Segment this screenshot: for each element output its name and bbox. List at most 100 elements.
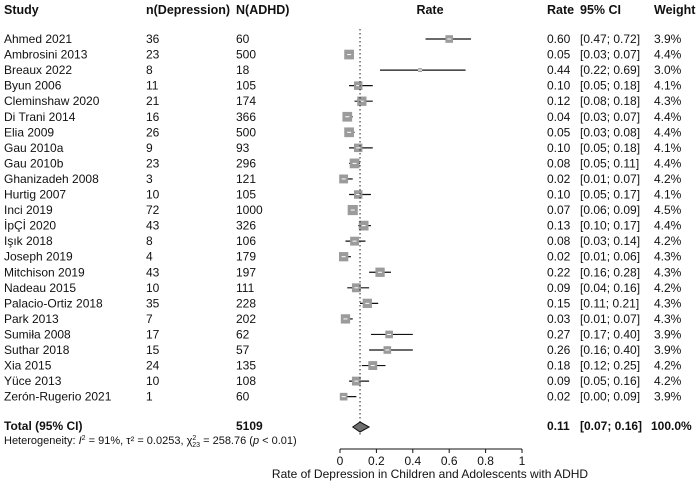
weight-value: 4.1% [654,141,682,155]
total-ci: [0.07; 0.16] [580,419,642,433]
n-adhd: 174 [236,94,256,108]
study-row: Ahmed 2021 36 60 0.60 [0.47; 0.72] 3.9% [4,32,682,46]
n-depression: 10 [146,281,160,295]
weight-value: 4.4% [654,110,682,124]
n-depression: 17 [146,327,160,341]
rate-value: 0.10 [547,141,571,155]
study-name: Ghanizadeh 2008 [4,172,99,186]
study-row: Joseph 2019 4 179 0.02 [0.01; 0.06] 4.3% [4,250,682,264]
study-name: Gau 2010b [4,156,64,170]
study-row: Ghanizadeh 2008 3 121 0.02 [0.01; 0.07] 4.2% [4,172,682,186]
ci-value: [0.11; 0.21] [580,296,639,310]
n-adhd: 500 [236,48,256,62]
rate-value: 0.04 [547,110,571,124]
weight-value: 3.9% [654,327,682,341]
total-weight: 100.0% [651,419,692,433]
study-row: Mitchison 2019 43 197 0.22 [0.16; 0.28] 4.3% [4,265,682,279]
weight-value: 4.1% [654,188,682,202]
weight-value: 4.2% [654,359,682,373]
weight-value: 4.4% [654,156,682,170]
ci-value: [0.03; 0.07] [580,48,640,62]
ci-value: [0.01; 0.07] [580,312,640,326]
study-name: Breaux 2022 [4,63,72,77]
n-adhd: 1000 [236,203,263,217]
x-tick-label: 1 [519,454,526,468]
x-axis: 0 0.2 0.4 0.6 0.8 1 [337,448,526,468]
study-name: Sumiła 2008 [4,327,71,341]
column-headers: Study n(Depression) N(ADHD) Rate Rate 95… [4,3,696,17]
n-depression: 3 [146,172,153,186]
total-rate: 0.11 [547,419,570,433]
n-depression: 4 [146,250,153,264]
n-adhd: 18 [236,63,250,77]
rate-value: 0.08 [547,234,571,248]
study-name: Yüce 2013 [4,374,62,388]
study-rows: Ahmed 2021 36 60 0.60 [0.47; 0.72] 3.9% Ambros… [4,32,682,404]
study-row: Hurtig 2007 10 105 0.10 [0.05; 0.17] 4.1% [4,188,682,202]
n-depression: 43 [146,219,160,233]
ci-value: [0.16; 0.28] [580,265,640,279]
header-n-adhd: N(ADHD) [236,3,289,17]
study-name: Elia 2009 [4,125,54,139]
x-tick-label: 0.2 [368,454,385,468]
study-row: Di Trani 2014 16 366 0.04 [0.03; 0.07] 4.4% [4,110,682,124]
ci-value: [0.05; 0.17] [580,188,640,202]
n-adhd: 60 [236,390,250,404]
rate-value: 0.44 [547,63,571,77]
weight-value: 3.9% [654,343,682,357]
weight-value: 4.3% [654,265,682,279]
rate-value: 0.13 [547,219,571,233]
n-depression: 10 [146,188,160,202]
n-adhd: 93 [236,141,250,155]
study-row: Gau 2010a 9 93 0.10 [0.05; 0.18] 4.1% [4,141,682,155]
ci-value: [0.08; 0.18] [580,94,640,108]
x-tick-label: 0.8 [477,454,494,468]
ci-value: [0.03; 0.07] [580,110,640,124]
n-adhd: 366 [236,110,256,124]
weight-value: 4.3% [654,312,682,326]
ci-value: [0.17; 0.40] [580,327,640,341]
x-tick-label: 0.6 [441,454,458,468]
n-depression: 15 [146,343,160,357]
study-row: Cleminshaw 2020 21 174 0.12 [0.08; 0.18] 4.3% [4,94,682,108]
total-row: Total (95% CI) 5109 0.11 [0.07; 0.16] 10… [4,419,692,433]
study-name: Nadeau 2015 [4,281,76,295]
study-row: Nadeau 2015 10 111 0.09 [0.04; 0.16] 4.2% [4,281,682,295]
study-row: İpÇİ 2020 43 326 0.13 [0.10; 0.17] 4.4% [4,219,682,233]
weight-value: 4.2% [654,234,682,248]
rate-value: 0.05 [547,125,571,139]
n-depression: 21 [146,94,160,108]
study-name: Di Trani 2014 [4,110,76,124]
rate-value: 0.10 [547,79,571,93]
n-adhd: 228 [236,296,256,310]
study-name: Joseph 2019 [4,250,73,264]
n-adhd: 105 [236,79,256,93]
header-study: Study [4,3,39,17]
n-depression: 35 [146,296,160,310]
weight-value: 4.4% [654,219,682,233]
x-tick-label: 0 [337,454,344,468]
n-adhd: 121 [236,172,256,186]
study-name: Zerón-Rugerio 2021 [4,390,112,404]
rate-value: 0.07 [547,203,571,217]
heterogeneity-text: Heterogeneity: I2 = 91%, τ² = 0.0253, χ2… [4,435,297,449]
n-depression: 8 [146,234,153,248]
n-adhd: 106 [236,234,256,248]
total-label: Total (95% CI) [4,419,82,433]
ci-value: [0.01; 0.06] [580,250,640,264]
weight-value: 4.3% [654,94,682,108]
plot-marks [338,29,472,435]
ci-value: [0.00; 0.09] [580,390,640,404]
rate-value: 0.03 [547,312,571,326]
x-tick-label: 0.4 [404,454,421,468]
n-adhd: 57 [236,343,250,357]
study-name: Suthar 2018 [4,343,70,357]
weight-value: 4.2% [654,374,682,388]
header-n-depression: n(Depression) [146,3,230,17]
n-depression: 1 [146,390,153,404]
n-depression: 16 [146,110,160,124]
study-name: Ahmed 2021 [4,32,72,46]
study-row: Yüce 2013 10 108 0.09 [0.05; 0.16] 4.2% [4,374,682,388]
ci-value: [0.47; 0.72] [580,32,640,46]
ci-value: [0.05; 0.18] [580,141,640,155]
